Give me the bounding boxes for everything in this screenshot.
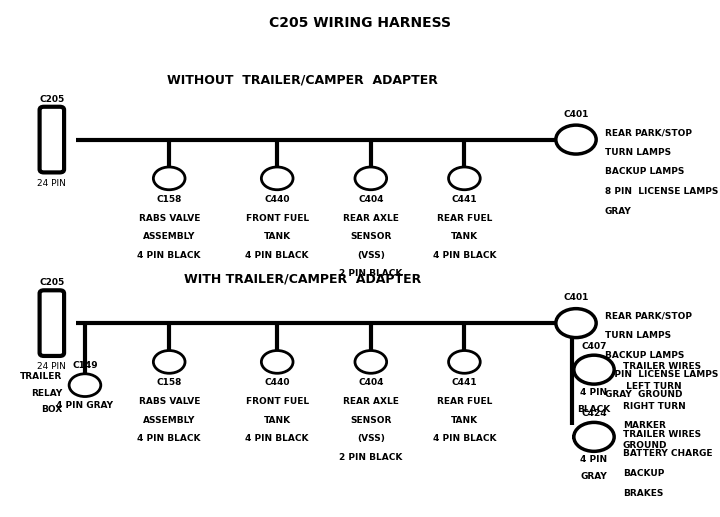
Text: WITH TRAILER/CAMPER  ADAPTER: WITH TRAILER/CAMPER ADAPTER [184, 272, 421, 286]
Text: FRONT FUEL: FRONT FUEL [246, 397, 309, 406]
Text: C404: C404 [358, 378, 384, 387]
Text: RABS VALVE: RABS VALVE [138, 397, 200, 406]
Text: WITHOUT  TRAILER/CAMPER  ADAPTER: WITHOUT TRAILER/CAMPER ADAPTER [167, 73, 438, 87]
FancyBboxPatch shape [40, 291, 64, 356]
Circle shape [153, 351, 185, 373]
Text: BLACK: BLACK [577, 405, 611, 414]
Text: C401: C401 [563, 294, 589, 302]
Circle shape [355, 167, 387, 190]
Text: TRAILER WIRES: TRAILER WIRES [623, 362, 701, 371]
Circle shape [153, 167, 185, 190]
Text: BRAKES: BRAKES [623, 489, 663, 497]
Circle shape [556, 309, 596, 338]
Circle shape [355, 351, 387, 373]
Text: TANK: TANK [264, 232, 291, 241]
Text: RIGHT TURN: RIGHT TURN [623, 402, 685, 410]
Text: C440: C440 [264, 195, 290, 204]
Circle shape [69, 374, 101, 397]
Text: REAR AXLE: REAR AXLE [343, 397, 399, 406]
Text: TURN LAMPS: TURN LAMPS [605, 148, 671, 157]
Text: (VSS): (VSS) [357, 251, 384, 260]
Text: BACKUP LAMPS: BACKUP LAMPS [605, 351, 684, 360]
Text: C440: C440 [264, 378, 290, 387]
Text: BOX: BOX [40, 405, 62, 414]
Text: TURN LAMPS: TURN LAMPS [605, 331, 671, 340]
Text: FRONT FUEL: FRONT FUEL [246, 214, 309, 222]
Text: 8 PIN  LICENSE LAMPS: 8 PIN LICENSE LAMPS [605, 371, 718, 379]
Text: 4 PIN: 4 PIN [580, 455, 608, 464]
Text: GRAY: GRAY [605, 207, 631, 216]
Text: C158: C158 [156, 378, 182, 387]
Text: BACKUP: BACKUP [623, 469, 664, 478]
Text: TRAILER: TRAILER [19, 372, 62, 381]
Text: 2 PIN BLACK: 2 PIN BLACK [339, 453, 402, 462]
Text: SENSOR: SENSOR [350, 232, 392, 241]
Text: REAR FUEL: REAR FUEL [437, 397, 492, 406]
FancyBboxPatch shape [40, 107, 64, 173]
Text: GRAY  GROUND: GRAY GROUND [605, 390, 683, 399]
Text: C205: C205 [39, 278, 65, 287]
Text: 4 PIN BLACK: 4 PIN BLACK [246, 251, 309, 260]
Text: ASSEMBLY: ASSEMBLY [143, 416, 195, 424]
Text: RELAY: RELAY [31, 389, 62, 398]
Text: C424: C424 [581, 409, 607, 418]
Text: REAR FUEL: REAR FUEL [437, 214, 492, 222]
Circle shape [556, 125, 596, 154]
Text: TRAILER WIRES: TRAILER WIRES [623, 430, 701, 438]
Text: 8 PIN  LICENSE LAMPS: 8 PIN LICENSE LAMPS [605, 187, 718, 196]
Text: C441: C441 [451, 378, 477, 387]
Text: C404: C404 [358, 195, 384, 204]
Text: TANK: TANK [264, 416, 291, 424]
Circle shape [261, 167, 293, 190]
Text: 4 PIN BLACK: 4 PIN BLACK [138, 251, 201, 260]
Text: REAR PARK/STOP: REAR PARK/STOP [605, 128, 692, 137]
Circle shape [449, 351, 480, 373]
Text: C158: C158 [156, 195, 182, 204]
Text: MARKER: MARKER [623, 421, 666, 430]
Text: 24 PIN: 24 PIN [37, 362, 66, 371]
Text: 4 PIN BLACK: 4 PIN BLACK [246, 434, 309, 443]
Text: C401: C401 [563, 110, 589, 119]
Circle shape [261, 351, 293, 373]
Text: 4 PIN GRAY: 4 PIN GRAY [56, 401, 114, 409]
Text: C205 WIRING HARNESS: C205 WIRING HARNESS [269, 16, 451, 31]
Text: SENSOR: SENSOR [350, 416, 392, 424]
Circle shape [574, 422, 614, 451]
Text: C205: C205 [39, 95, 65, 103]
Circle shape [574, 355, 614, 384]
Text: REAR PARK/STOP: REAR PARK/STOP [605, 312, 692, 321]
Circle shape [449, 167, 480, 190]
Text: REAR AXLE: REAR AXLE [343, 214, 399, 222]
Text: 4 PIN BLACK: 4 PIN BLACK [138, 434, 201, 443]
Text: 24 PIN: 24 PIN [37, 179, 66, 188]
Text: BATTERY CHARGE: BATTERY CHARGE [623, 449, 712, 458]
Text: 4 PIN BLACK: 4 PIN BLACK [433, 434, 496, 443]
Text: GROUND: GROUND [623, 441, 667, 450]
Text: 4 PIN: 4 PIN [580, 388, 608, 397]
Text: TANK: TANK [451, 416, 478, 424]
Text: RABS VALVE: RABS VALVE [138, 214, 200, 222]
Text: C149: C149 [72, 361, 98, 370]
Text: C407: C407 [581, 342, 607, 351]
Text: ASSEMBLY: ASSEMBLY [143, 232, 195, 241]
Text: 4 PIN BLACK: 4 PIN BLACK [433, 251, 496, 260]
Text: C441: C441 [451, 195, 477, 204]
Text: GRAY: GRAY [580, 472, 608, 481]
Text: BACKUP LAMPS: BACKUP LAMPS [605, 168, 684, 176]
Text: TANK: TANK [451, 232, 478, 241]
Text: (VSS): (VSS) [357, 434, 384, 443]
Text: 2 PIN BLACK: 2 PIN BLACK [339, 269, 402, 278]
Text: LEFT TURN: LEFT TURN [623, 382, 681, 391]
